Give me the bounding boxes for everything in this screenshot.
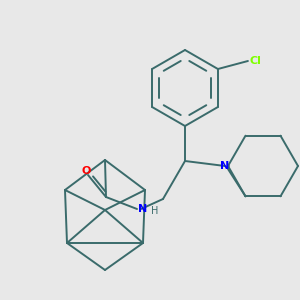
Text: H: H: [151, 206, 158, 216]
Text: N: N: [220, 161, 230, 171]
Text: O: O: [81, 166, 91, 176]
Text: Cl: Cl: [250, 56, 262, 66]
Text: N: N: [138, 204, 148, 214]
